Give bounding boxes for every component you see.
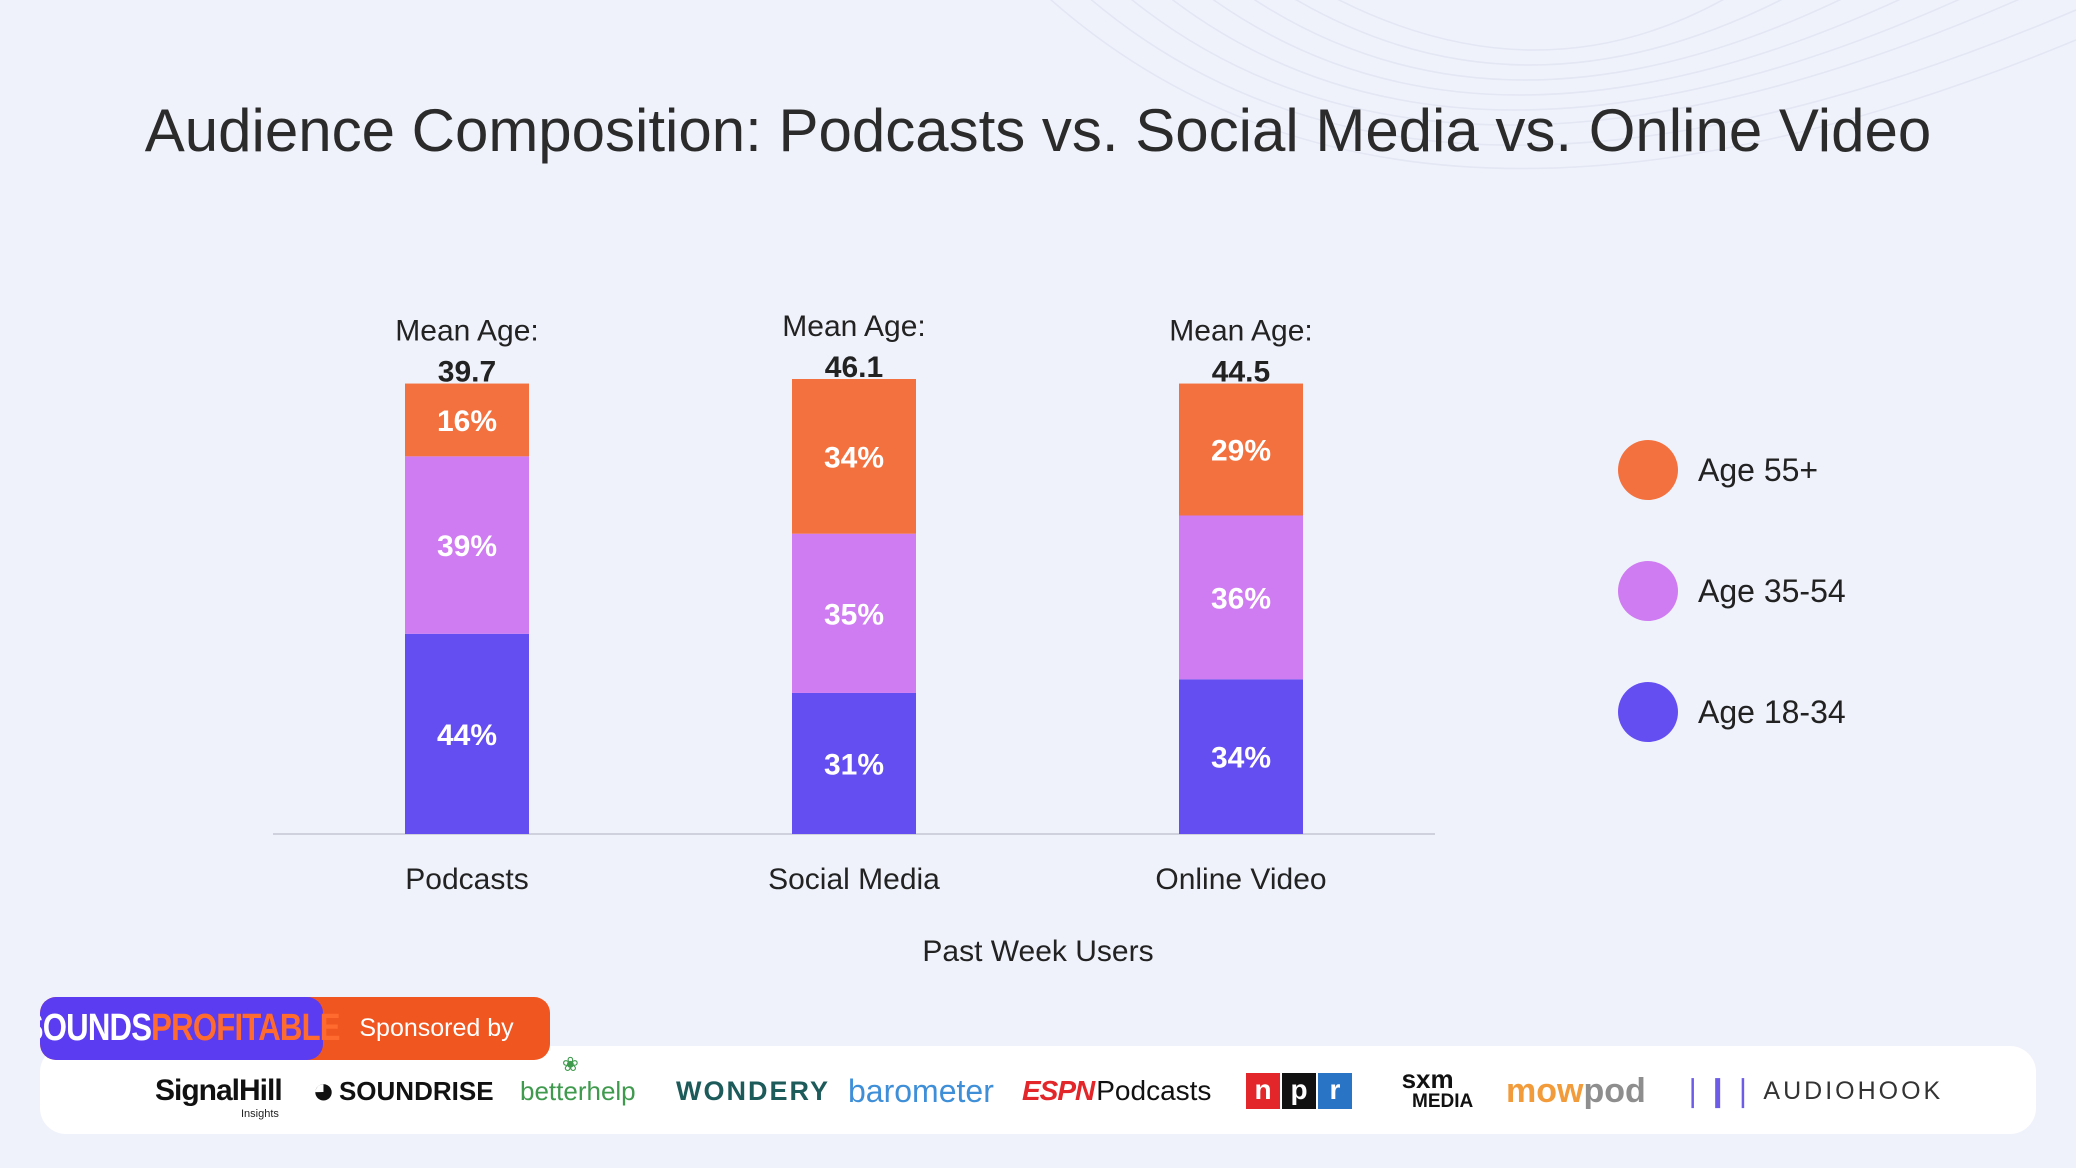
sponsored-by-label: Sponsored by (359, 1014, 514, 1042)
signalhill-logo: SignalHill Insights (155, 1068, 283, 1120)
data-label-podcasts-age-35-54: 39% (437, 530, 497, 563)
soundrise-logo: ◕ SOUNDRISE (312, 1068, 494, 1114)
audio-wave-icon: ❘❙❘ (1680, 1074, 1756, 1108)
wondery-text: WONDERY (676, 1075, 830, 1106)
legend: Age 55+ Age 35-54 Age 18-34 (1618, 440, 1846, 803)
espn-text: ESPN (1022, 1075, 1095, 1106)
sxm-text: sxm (1401, 1064, 1454, 1094)
legend-swatch-age-18-34 (1618, 682, 1678, 742)
barometer-logo: barometer (848, 1068, 994, 1114)
wondery-logo: WONDERY (676, 1068, 830, 1114)
x-tick-label-podcasts: Podcasts (405, 863, 528, 896)
bar-segment-podcasts-age-55 (405, 383, 529, 457)
bar-segment-online-video-age-18-34 (1179, 679, 1303, 834)
data-label-podcasts-age-55: 16% (437, 405, 497, 438)
mean-age-value-online-video: 44.5 (1212, 356, 1270, 389)
data-label-podcasts-age-18-34: 44% (437, 719, 497, 752)
mowpod-logo: mow pod (1506, 1068, 1646, 1114)
brand-wordmark: SOUNDSPROFITABLE (40, 1007, 341, 1050)
sxm-media-logo: sxm MEDIA (1382, 1064, 1474, 1112)
bar-segment-podcasts-age-18-34 (405, 633, 529, 834)
legend-item-age-35-54: Age 35-54 (1618, 561, 1846, 621)
mowpod-mow-text: mow (1506, 1071, 1584, 1110)
soundrise-text: SOUNDRISE (338, 1075, 494, 1106)
espn-podcasts-text: Podcasts (1096, 1075, 1212, 1106)
stacked-bar-chart: 44% 39% 16% Mean Age: 39.7 Podcasts 31% 35% 34% M… (273, 310, 1435, 968)
legend-item-age-18-34: Age 18-34 (1618, 682, 1846, 742)
legend-label-age-55-plus: Age 55+ (1698, 451, 1819, 488)
mean-age-label-podcasts: Mean Age: (395, 315, 538, 348)
x-tick-label-online-video: Online Video (1155, 863, 1326, 896)
barometer-text: barometer (848, 1072, 994, 1109)
bar-segment-online-video-age-55 (1179, 383, 1303, 516)
brand-profitable-text: PROFITABLE (151, 1007, 340, 1049)
mean-age-label-online-video: Mean Age: (1169, 315, 1312, 348)
brand-sounds-text: SOUNDS (40, 1007, 152, 1049)
sounds-profitable-banner: SOUNDSPROFITABLE Sponsored by (40, 997, 550, 1060)
npr-letter-n: n (1246, 1073, 1280, 1109)
data-label-online-video-age-18-34: 34% (1211, 742, 1271, 775)
signalhill-text: SignalHill (155, 1074, 283, 1107)
data-label-online-video-age-55: 29% (1211, 435, 1271, 468)
sounds-profitable-logo: SOUNDSPROFITABLE (40, 997, 341, 1060)
soundrise-icon: ◕ (312, 1069, 335, 1112)
data-label-online-video-age-35-54: 36% (1211, 582, 1271, 615)
espn-podcasts-logo: ESPN Podcasts (1022, 1068, 1211, 1114)
data-label-social-media-age-35-54: 35% (824, 598, 884, 631)
leaf-icon: ❀ (562, 1054, 579, 1076)
legend-swatch-age-55-plus (1618, 440, 1678, 500)
legend-swatch-age-35-54 (1618, 561, 1678, 621)
bar-segment-social-media-age-35-54 (792, 533, 916, 693)
data-label-social-media-age-18-34: 31% (824, 748, 884, 781)
data-label-social-media-age-55: 34% (824, 441, 884, 474)
x-axis-title: Past Week Users (922, 935, 1153, 968)
audiohook-text: AUDIOHOOK (1763, 1076, 1944, 1105)
x-tick-label-social-media: Social Media (768, 863, 940, 896)
mean-age-label-social-media: Mean Age: (782, 310, 925, 343)
sxm-media-text: MEDIA (1412, 1091, 1474, 1112)
bar-segment-social-media-age-18-34 (792, 692, 916, 834)
bar-segment-podcasts-age-35-54 (405, 456, 529, 634)
mean-age-value-social-media: 46.1 (825, 351, 883, 384)
sponsor-bar (40, 1046, 2036, 1134)
audiohook-logo: ❘❙❘ AUDIOHOOK (1680, 1068, 1943, 1114)
betterhelp-logo: ❀ betterhelp (520, 1054, 636, 1114)
npr-letter-p: p (1282, 1073, 1316, 1109)
chart-title: Audience Composition: Podcasts vs. Socia… (144, 97, 1932, 164)
npr-letter-r: r (1318, 1073, 1352, 1109)
legend-item-age-55-plus: Age 55+ (1618, 440, 1846, 500)
legend-label-age-35-54: Age 35-54 (1698, 572, 1846, 609)
betterhelp-text: betterhelp (520, 1075, 636, 1106)
signalhill-subtext: Insights (241, 1108, 279, 1120)
bar-segment-online-video-age-35-54 (1179, 515, 1303, 680)
legend-label-age-18-34: Age 18-34 (1698, 693, 1846, 730)
mean-age-value-podcasts: 39.7 (438, 356, 496, 389)
mowpod-pod-text: pod (1583, 1071, 1646, 1110)
bar-segment-social-media-age-55 (792, 379, 916, 534)
